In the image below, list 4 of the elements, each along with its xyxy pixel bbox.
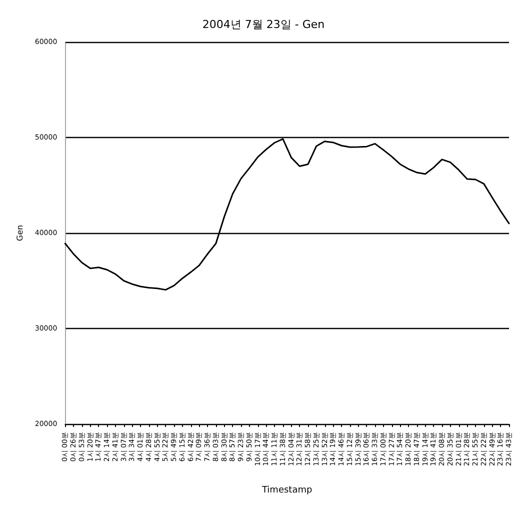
line-series bbox=[64, 138, 510, 291]
x-axis-title: Timestamp bbox=[260, 486, 312, 496]
y-axis-title: Gen bbox=[16, 224, 24, 242]
chart-title: 2004년 7월 23일 - Gen bbox=[202, 18, 325, 31]
